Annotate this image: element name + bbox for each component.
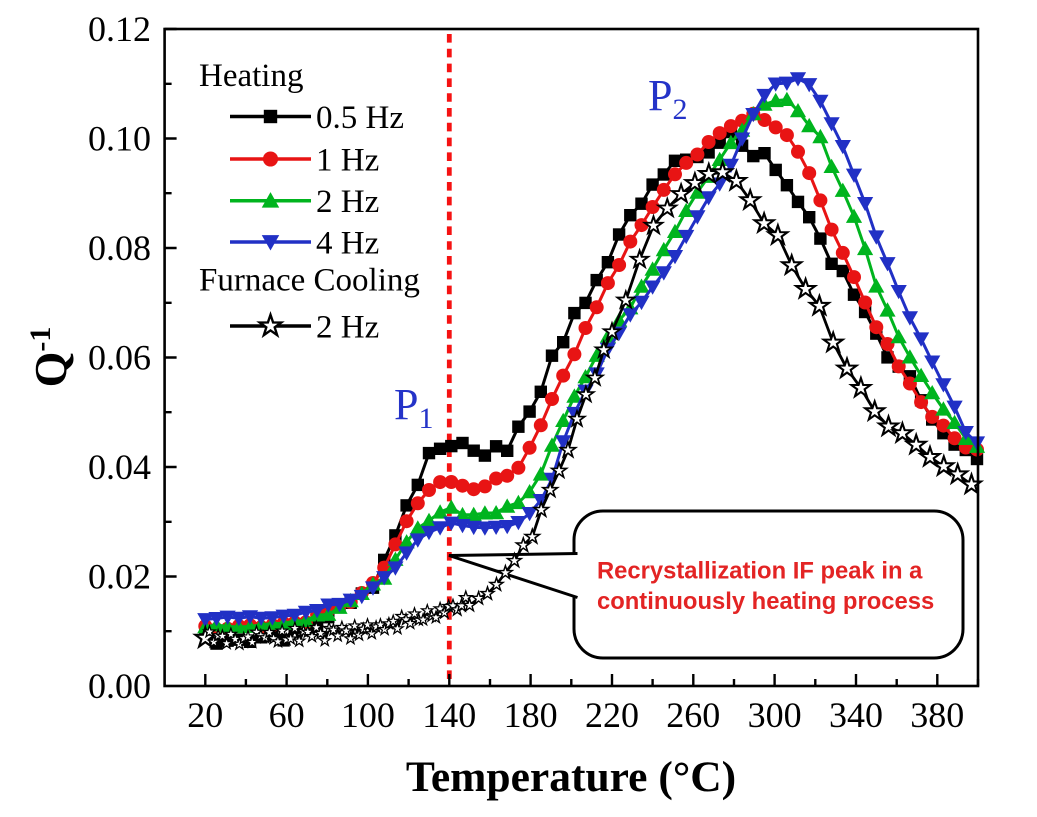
svg-text:100: 100 <box>341 695 395 735</box>
svg-text:0.04: 0.04 <box>88 447 151 487</box>
svg-text:0.02: 0.02 <box>88 557 151 597</box>
svg-text:260: 260 <box>666 695 720 735</box>
svg-text:Recrystallization IF peak in a: Recrystallization IF peak in a <box>597 558 923 585</box>
svg-text:60: 60 <box>269 695 305 735</box>
svg-text:2 Hz: 2 Hz <box>316 184 379 220</box>
svg-text:Furnace Cooling: Furnace Cooling <box>199 263 420 299</box>
svg-text:220: 220 <box>585 695 639 735</box>
svg-text:0.5 Hz: 0.5 Hz <box>316 100 404 136</box>
svg-text:20: 20 <box>187 695 223 735</box>
svg-text:0.00: 0.00 <box>88 666 151 706</box>
svg-text:Temperature (°C): Temperature (°C) <box>406 753 736 801</box>
svg-text:4 Hz: 4 Hz <box>316 226 379 262</box>
svg-text:0.10: 0.10 <box>88 119 151 159</box>
svg-text:340: 340 <box>829 695 883 735</box>
svg-text:1 Hz: 1 Hz <box>316 143 379 179</box>
svg-text:380: 380 <box>910 695 964 735</box>
svg-text:300: 300 <box>748 695 802 735</box>
svg-text:2 Hz: 2 Hz <box>316 310 379 346</box>
svg-text:0.12: 0.12 <box>88 9 151 49</box>
svg-text:Heating: Heating <box>199 58 303 94</box>
svg-text:140: 140 <box>422 695 476 735</box>
svg-text:0.08: 0.08 <box>88 228 151 268</box>
svg-text:0.06: 0.06 <box>88 338 151 378</box>
svg-text:180: 180 <box>504 695 558 735</box>
svg-text:continuously heating process: continuously heating process <box>597 588 934 615</box>
